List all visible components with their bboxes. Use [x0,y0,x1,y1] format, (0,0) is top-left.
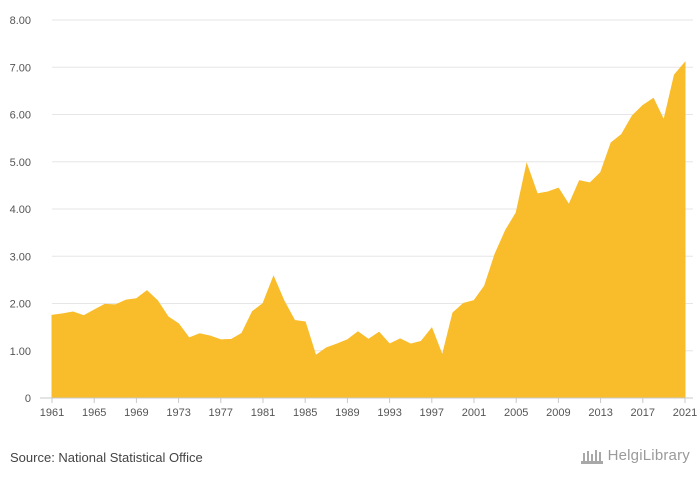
x-tick-label: 1981 [251,407,275,419]
y-axis: 0 1.00 2.00 3.00 4.00 5.00 6.00 7.00 8.00 [10,15,31,405]
x-tick-label: 2017 [631,407,655,419]
y-tick-label: 3.00 [10,251,31,263]
area-series [51,61,686,399]
x-tick-label: 1997 [420,407,444,419]
x-tick-label: 1993 [377,407,401,419]
y-tick-label: 4.00 [10,204,31,216]
x-tick-label: 1973 [166,407,190,419]
source-note: Source: National Statistical Office [10,450,203,465]
x-tick-label: 1985 [293,407,317,419]
x-tick-label: 1961 [40,407,64,419]
x-tick-label: 2001 [462,407,486,419]
x-tick-label: 2005 [504,407,528,419]
area-chart: 01.002.003.004.005.006.007.008.00 1961 19… [10,15,698,419]
y-tick-label: 5.00 [10,157,31,169]
helgi-library-logo: HelgiLibrary [580,447,690,464]
y-tick-label: 2.00 [10,299,31,311]
y-tick-label: 6.00 [10,110,31,122]
x-tick-label: 2021 [673,407,697,419]
x-tick-label: 1969 [124,407,148,419]
x-tick-label: 2009 [546,407,570,419]
plot-area [51,61,686,399]
y-tick-label: 7.00 [10,62,31,74]
x-axis: 1961 1965 1969 1973 1977 1981 1985 1989 1993 1997… [40,397,697,419]
x-tick-label: 1989 [335,407,359,419]
library-building-icon [580,449,603,464]
y-tick-label: 8.00 [10,15,31,27]
logo-text: HelgiLibrary [607,447,690,464]
x-tick-label: 1965 [82,407,106,419]
y-tick-label: 1.00 [10,346,31,358]
x-tick-label: 1977 [209,407,233,419]
x-tick-label: 2013 [588,407,612,419]
y-tick-label: 0 [25,393,31,405]
